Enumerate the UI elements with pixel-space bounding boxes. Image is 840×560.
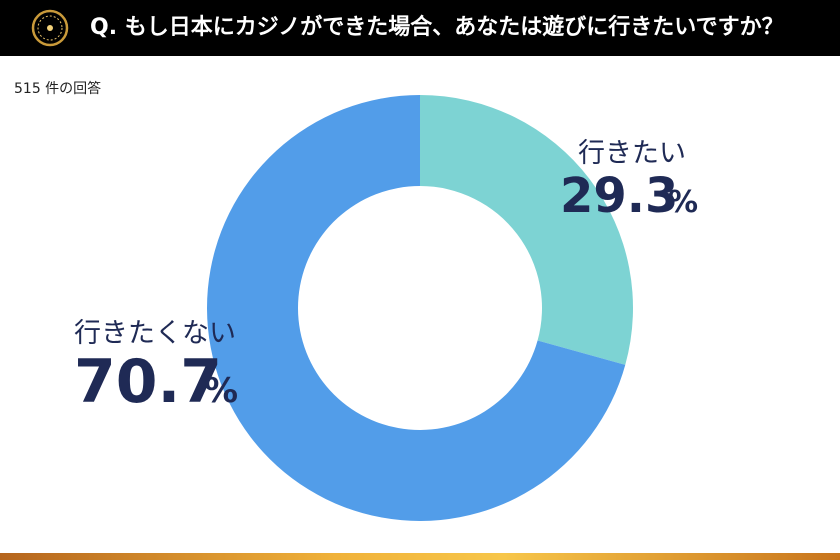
value-label-no: 70.7 xyxy=(74,347,222,417)
bottom-accent-bar xyxy=(0,553,840,560)
percent-sign-no: % xyxy=(204,371,238,411)
donut-slice-no xyxy=(207,95,626,521)
donut-slice-yes xyxy=(420,95,633,365)
percent-sign-yes: % xyxy=(668,185,698,220)
question-title: Q. もし日本にカジノができた場合、あなたは遊びに行きたいですか？ xyxy=(90,15,784,40)
category-label-yes: 行きたい xyxy=(578,138,686,169)
category-label-no: 行きたくない xyxy=(74,318,236,349)
casino-logo-icon xyxy=(31,9,69,47)
header-bar: Q. もし日本にカジノができた場合、あなたは遊びに行きたいですか？ xyxy=(0,0,840,56)
response-count: 515 件の回答 xyxy=(14,81,102,97)
value-label-yes: 29.3 xyxy=(560,168,678,224)
